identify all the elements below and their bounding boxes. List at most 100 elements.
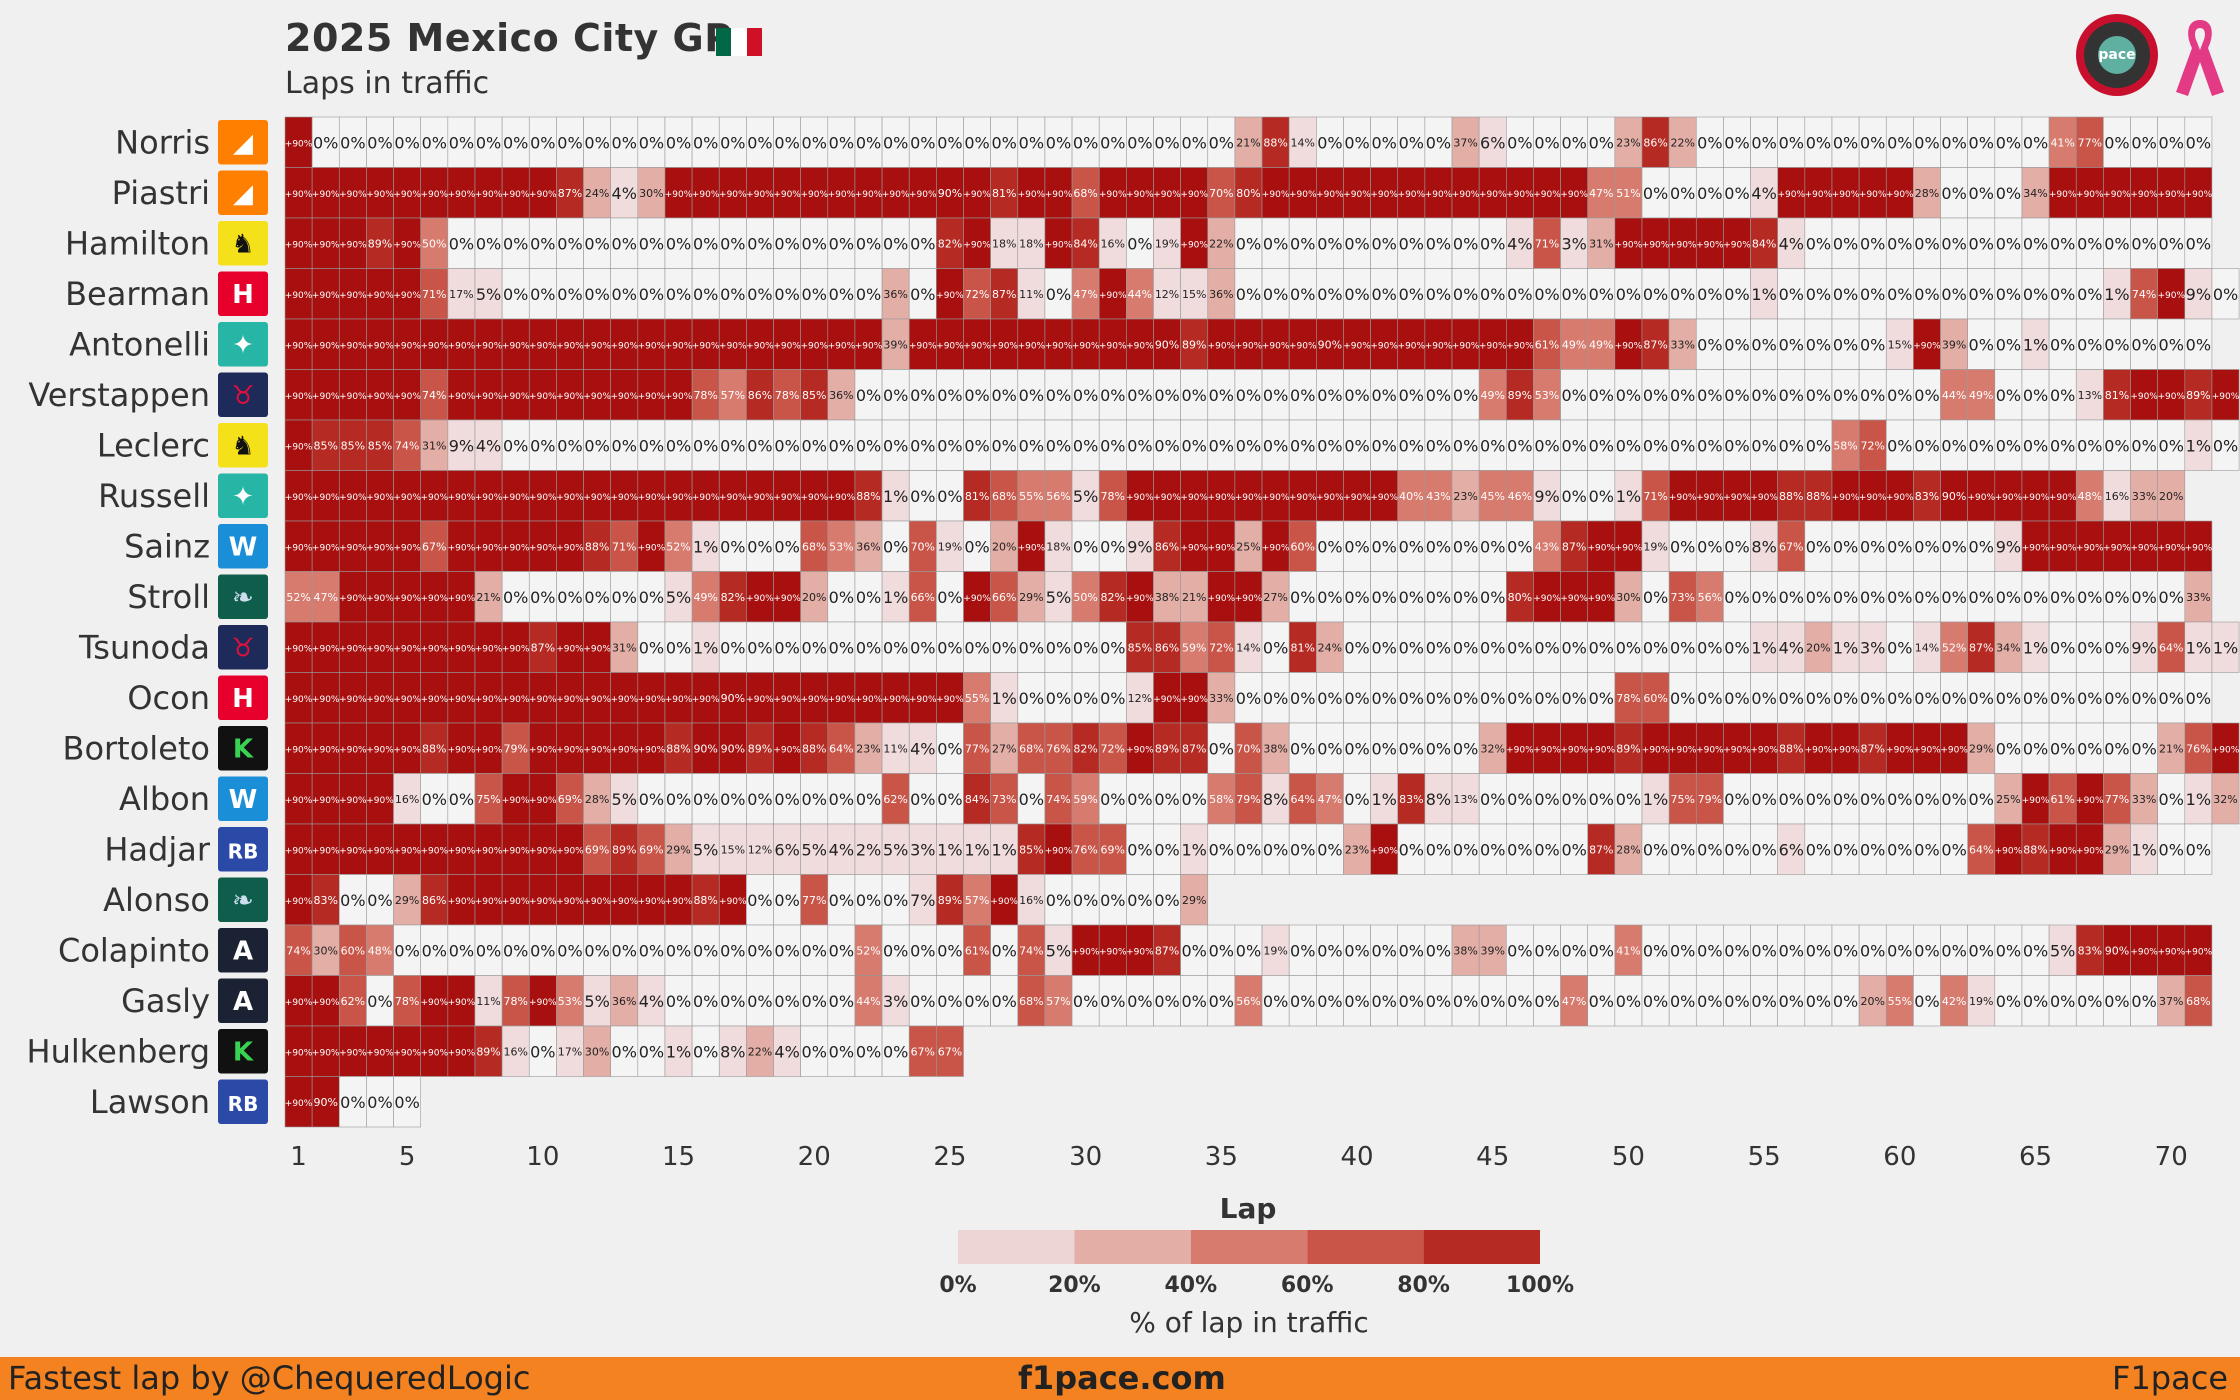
- heatmap-cell: [1451, 924, 1480, 976]
- cell-label: 0%: [530, 285, 555, 304]
- cell-label: +90%: [1995, 846, 2023, 856]
- heatmap-cell: [447, 116, 476, 168]
- cell-label: 0%: [1969, 234, 1994, 253]
- cell-label: +90%: [800, 695, 828, 705]
- colorbar-segment: [1190, 1230, 1308, 1264]
- heatmap-cell: [1017, 773, 1046, 825]
- cell-label: +90%: [2076, 190, 2104, 200]
- cell-label: 0%: [1996, 689, 2021, 708]
- heatmap-cell: [746, 419, 774, 471]
- heatmap-cell: [1940, 116, 1968, 168]
- cell-label: +90%: [475, 644, 503, 654]
- cell-label: 0%: [557, 285, 582, 304]
- team-logo-icon: [218, 423, 268, 468]
- cell-label: 0%: [422, 790, 447, 809]
- heatmap-cell: [827, 823, 856, 875]
- heatmap-cell: [1641, 823, 1670, 875]
- colorbar-segment: [1423, 1230, 1540, 1264]
- cell-label: +90%: [610, 392, 638, 402]
- cell-label: 0%: [1073, 436, 1098, 455]
- cell-label: 0%: [1941, 790, 1966, 809]
- cell-label: 0%: [1887, 790, 1912, 809]
- cell-label: +90%: [1153, 190, 1181, 200]
- cell-label: +90%: [773, 190, 801, 200]
- cell-label: 0%: [1317, 840, 1342, 859]
- cell-label: +90%: [529, 543, 557, 553]
- heatmap-cell: [854, 621, 883, 673]
- cell-label: +90%: [475, 695, 503, 705]
- cell-label: 0%: [1561, 689, 1586, 708]
- heatmap-cell: [2048, 470, 2077, 522]
- cell-label: 0%: [1236, 941, 1261, 960]
- x-tick-label: 70: [2155, 1142, 2188, 1172]
- heatmap-cell: [908, 621, 937, 673]
- heatmap-cell: [854, 470, 883, 522]
- heatmap-cell: [2103, 823, 2131, 875]
- cell-label: 0%: [937, 487, 962, 506]
- heatmap-cell: [556, 419, 584, 471]
- heatmap-cell: [908, 924, 937, 976]
- heatmap-cell: [1641, 470, 1670, 522]
- heatmap-cell: [1587, 369, 1616, 421]
- heatmap-cell: [420, 823, 449, 875]
- cell-label: 0%: [1751, 790, 1776, 809]
- cell-label: 5%: [666, 588, 691, 607]
- cell-label: +90%: [746, 695, 774, 705]
- heatmap-cell: [827, 924, 856, 976]
- heatmap-cell: [393, 318, 421, 370]
- heatmap-cell: [338, 621, 367, 673]
- cell-label: 86%: [1643, 136, 1667, 149]
- heatmap-cell: [366, 217, 394, 269]
- heatmap-cell: [1017, 823, 1046, 875]
- cell-label: 0%: [1426, 537, 1451, 556]
- cell-label: +90%: [339, 543, 367, 553]
- cell-label: 0%: [747, 436, 772, 455]
- cell-label: 22%: [748, 1045, 772, 1058]
- cell-label: 0%: [2077, 689, 2102, 708]
- cell-label: 18%: [1046, 540, 1070, 553]
- cell-label: +90%: [2157, 392, 2185, 402]
- cell-label: 0%: [1073, 689, 1098, 708]
- cell-label: 0%: [2186, 133, 2211, 152]
- heatmap-cell: [1560, 116, 1589, 168]
- heatmap-cell: [420, 722, 449, 774]
- cell-label: +90%: [1615, 543, 1643, 553]
- heatmap-cell: [718, 823, 747, 875]
- x-tick-label: 1: [290, 1142, 307, 1172]
- cell-label: 0%: [1344, 436, 1369, 455]
- colorbar-segment: [1074, 1230, 1191, 1264]
- cell-label: 0%: [883, 891, 908, 910]
- cell-label: 16%: [395, 793, 419, 806]
- heatmap-cell: [583, 773, 611, 825]
- heatmap-cell: [2157, 621, 2186, 673]
- heatmap-cell: [1723, 571, 1751, 623]
- cell-label: 0%: [2023, 588, 2048, 607]
- cell-label: 0%: [1779, 992, 1804, 1011]
- heatmap-cell: [800, 318, 829, 370]
- heatmap-cell: [1533, 823, 1561, 875]
- cell-label: 18%: [1019, 237, 1043, 250]
- colorbar-tick-label: 40%: [1164, 1273, 1217, 1298]
- cell-label: 0%: [1100, 133, 1125, 152]
- cell-label: 0%: [856, 386, 881, 405]
- cell-label: +90%: [285, 695, 313, 705]
- cell-label: 88%: [1779, 742, 1803, 755]
- cell-label: +90%: [990, 341, 1018, 351]
- heatmap-cell: [366, 975, 394, 1027]
- heatmap-cell: [501, 571, 530, 623]
- cell-label: +90%: [1560, 594, 1588, 604]
- cell-label: 0%: [666, 992, 691, 1011]
- heatmap-cell: [1343, 369, 1371, 421]
- heatmap-cell: [2103, 924, 2131, 976]
- cell-label: +90%: [1045, 846, 1073, 856]
- heatmap-cell: [800, 722, 829, 774]
- heatmap-cell: [583, 116, 611, 168]
- footer-site[interactable]: f1pace.com: [1018, 1359, 1226, 1397]
- cell-label: 0%: [1751, 840, 1776, 859]
- x-tick-label: 5: [399, 1142, 416, 1172]
- heatmap-cell: [528, 470, 557, 522]
- heatmap-cell: [1451, 268, 1480, 320]
- cell-label: 0%: [1480, 537, 1505, 556]
- cell-label: 0%: [1833, 234, 1858, 253]
- heatmap-cell: [1126, 116, 1154, 168]
